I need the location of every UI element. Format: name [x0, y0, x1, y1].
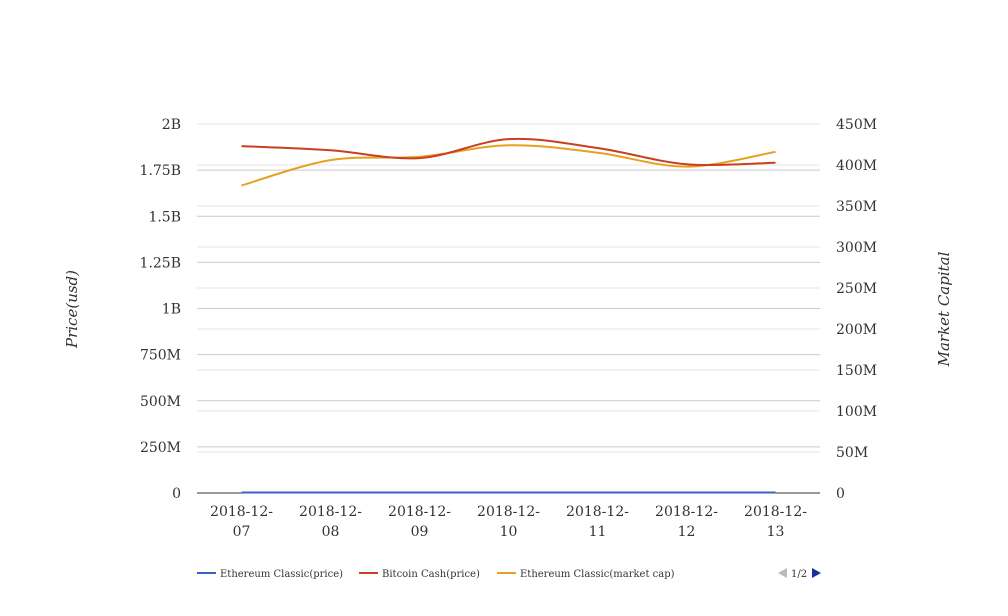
pager-label: 1/2 — [791, 569, 807, 580]
right-tick-label: 100M — [836, 404, 877, 420]
right-tick-label: 200M — [836, 322, 877, 338]
left-tick-label: 1B — [162, 302, 181, 318]
pager-prev-icon[interactable] — [778, 568, 787, 578]
left-axis-ticks: 0 250M 500M 750M 1B 1.25B 1.5B 1.75B 2B — [140, 117, 181, 502]
left-tick-label: 1.5B — [148, 209, 181, 225]
x-tick-label: 2018-12-07 — [210, 504, 273, 540]
right-axis-title: Market Capital — [935, 251, 953, 367]
right-axis-ticks: 0 50M 100M 150M 200M 250M 300M 350M 400M 450M — [836, 117, 877, 502]
legend-item-label[interactable]: Ethereum Classic(price) — [220, 569, 343, 580]
right-tick-label: 300M — [836, 240, 877, 256]
left-tick-label: 1.75B — [140, 163, 181, 179]
right-tick-label: 250M — [836, 281, 877, 297]
left-tick-label: 750M — [140, 348, 181, 364]
pager-next-icon[interactable] — [812, 568, 821, 578]
series-line-2 — [241, 144, 776, 187]
legend-item-label[interactable]: Bitcoin Cash(price) — [382, 569, 480, 580]
x-tick-label: 2018-12-08 — [299, 504, 362, 540]
x-tick-label: 2018-12-11 — [566, 504, 629, 540]
x-tick-label: 2018-12-13 — [744, 504, 807, 540]
x-tick-label: 2018-12-09 — [388, 504, 451, 540]
left-tick-label: 1.25B — [140, 255, 181, 271]
right-tick-label: 50M — [836, 445, 868, 461]
left-axis-title: Price(usd) — [63, 270, 81, 349]
series-lines — [241, 137, 776, 494]
right-tick-label: 450M — [836, 117, 877, 133]
legend-item-label[interactable]: Ethereum Classic(market cap) — [520, 569, 675, 580]
left-tick-label: 0 — [172, 486, 181, 502]
x-axis-ticks: 2018-12-07 2018-12-08 2018-12-09 2018-12-10… — [210, 504, 807, 540]
left-tick-label: 500M — [140, 394, 181, 410]
legend-pager: 1/2 — [778, 568, 821, 580]
left-tick-label: 2B — [162, 117, 181, 133]
x-tick-label: 2018-12-10 — [477, 504, 540, 540]
x-tick-label: 2018-12-12 — [655, 504, 718, 540]
left-tick-label: 250M — [140, 440, 181, 456]
right-tick-label: 400M — [836, 158, 877, 174]
right-tick-label: 150M — [836, 363, 877, 379]
right-tick-label: 0 — [836, 486, 845, 502]
legend: Ethereum Classic(price) Bitcoin Cash(pric… — [197, 569, 675, 580]
series-line-1 — [241, 137, 776, 167]
right-tick-label: 350M — [836, 199, 877, 215]
gridlines — [197, 123, 820, 453]
